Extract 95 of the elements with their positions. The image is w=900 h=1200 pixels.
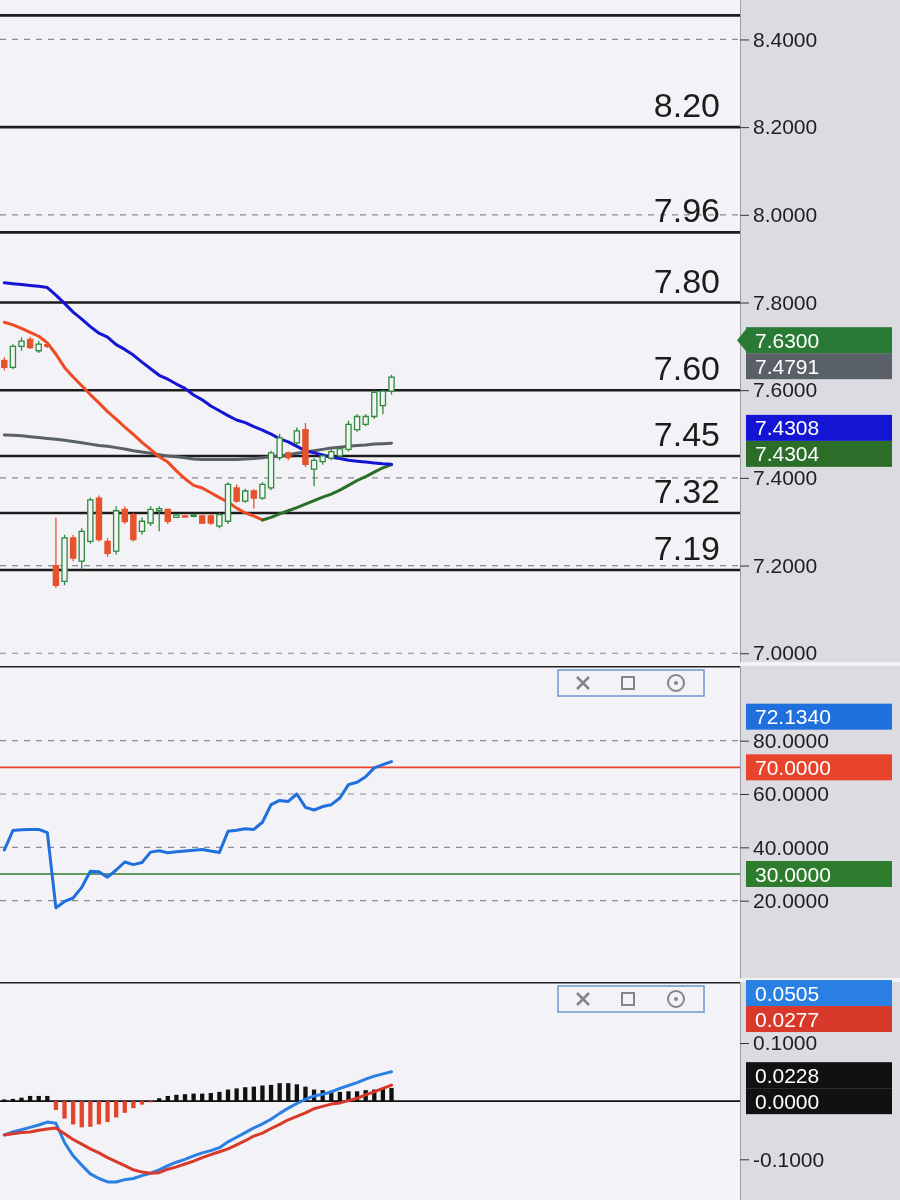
line-series: [2, 1083, 394, 1175]
ref-line-label: 30.0000: [755, 862, 831, 886]
y-tick-label: 0.1000: [753, 1031, 818, 1055]
candlestick: [345, 420, 352, 453]
text: 7.4791: [755, 354, 820, 378]
bar: [53, 1101, 59, 1110]
bar: [131, 1101, 136, 1109]
candlestick: [233, 483, 240, 504]
candlestick: [293, 426, 301, 446]
y-tick-label: 7.6000: [753, 378, 818, 402]
candlestick: [18, 336, 25, 352]
text: 0.0277: [755, 1007, 820, 1031]
line-series: [2, 320, 264, 522]
candlestick: [87, 496, 94, 545]
text: 0.0228: [755, 1063, 820, 1087]
ref-line-label: 0.0000: [755, 1089, 820, 1113]
candlestick: [164, 507, 172, 525]
ref-line-label: 70.0000: [755, 755, 831, 779]
candlestick: [155, 505, 163, 532]
bar: [114, 1101, 119, 1118]
line-series: [2, 760, 394, 910]
candlestick: [319, 454, 326, 466]
y-tick-label: 7.8000: [753, 290, 818, 314]
candlestick: [147, 505, 154, 527]
candlestick: [379, 389, 387, 415]
candlestick: [78, 527, 85, 571]
ref-line-label: 7.96: [653, 191, 720, 230]
y-tick-label: -0.1000: [753, 1147, 825, 1171]
candlestick: [69, 534, 77, 562]
line-series: [260, 463, 394, 522]
text: 72.1340: [755, 705, 831, 729]
candlestick: [44, 342, 51, 349]
candlestick: [310, 457, 318, 487]
y-tick-label: 8.0000: [753, 203, 818, 227]
candlestick: [198, 514, 206, 525]
candlestick: [181, 514, 189, 519]
y-tick-label: 7.0000: [753, 641, 818, 665]
candlestick: [302, 422, 309, 468]
y-tick-label: 60.0000: [753, 782, 829, 806]
line-series: [2, 281, 394, 466]
candlestick: [9, 343, 17, 370]
bar: [79, 1101, 84, 1128]
text: 7.6300: [755, 328, 820, 352]
ref-line-label: 8.20: [653, 86, 720, 125]
ref-line-label: 7.19: [653, 528, 720, 567]
bar: [139, 1101, 145, 1105]
candlestick: [224, 481, 232, 525]
ref-line-label: 7.80: [653, 261, 720, 300]
candlestick: [267, 450, 275, 491]
candlestick: [121, 505, 128, 525]
bar: [88, 1101, 93, 1127]
candlestick: [388, 374, 395, 396]
candlestick: [336, 446, 344, 459]
candlestick: [95, 494, 103, 543]
candlestick: [112, 505, 120, 556]
candlestick: [353, 413, 361, 433]
bar: [122, 1101, 127, 1113]
line-series: [2, 433, 394, 461]
candlestick: [104, 537, 111, 558]
candlestick: [216, 512, 223, 529]
candlestick: [371, 389, 378, 420]
y-tick-label: 7.2000: [753, 553, 818, 577]
candlestick: [61, 534, 68, 586]
y-tick-label: 40.0000: [753, 835, 829, 859]
candlestick: [328, 448, 335, 461]
candlestick: [1, 356, 8, 372]
y-tick-label: 8.2000: [753, 115, 818, 139]
candlestick: [250, 488, 258, 510]
candlestick: [52, 517, 60, 589]
bar: [62, 1101, 67, 1119]
candlestick: [259, 481, 266, 501]
candlestick: [138, 516, 146, 536]
ref-line-label: 7.32: [653, 471, 720, 510]
bar: [105, 1101, 110, 1123]
y-tick-label: 7.4000: [753, 466, 818, 490]
text: 0.0505: [755, 981, 820, 1005]
ref-line-label: 7.60: [653, 349, 720, 388]
y-tick-label: 20.0000: [753, 888, 829, 912]
bar: [70, 1101, 76, 1125]
text: 7.4304: [755, 442, 820, 466]
candlestick: [190, 513, 197, 518]
text: 7.4308: [755, 416, 820, 440]
bar: [96, 1101, 102, 1125]
candlestick: [35, 340, 42, 354]
candlestick: [173, 513, 180, 519]
candlestick: [276, 433, 283, 461]
candlestick: [285, 450, 292, 461]
ref-line-label: 7.45: [653, 414, 720, 453]
candlestick: [362, 413, 369, 427]
candlestick: [207, 513, 215, 526]
candlestick: [130, 512, 137, 543]
y-tick-label: 8.4000: [753, 27, 818, 51]
candlestick: [26, 336, 34, 350]
candlestick: [242, 488, 249, 504]
y-tick-label: 80.0000: [753, 728, 829, 752]
